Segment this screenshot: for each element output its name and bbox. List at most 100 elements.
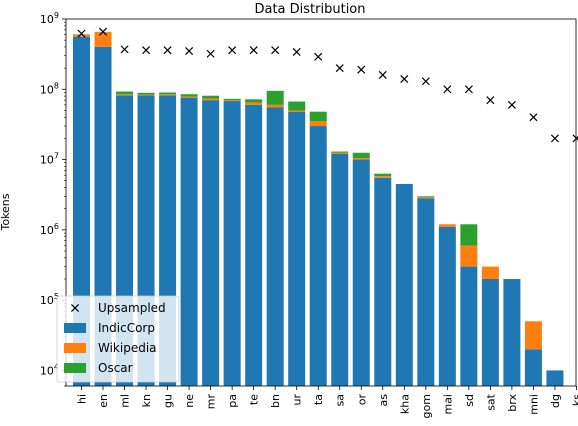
bar-indiccorp-brx — [503, 278, 521, 386]
upsampled-marker-ur — [292, 47, 301, 56]
bar-indiccorp-kha — [395, 183, 413, 386]
bar-oscar-mr — [202, 95, 220, 99]
bar-indiccorp-or — [352, 159, 370, 386]
x-tick-label-kha: kha — [398, 394, 411, 414]
bar-wikipedia-sa — [331, 152, 349, 154]
bar-oscar-pa — [223, 98, 241, 101]
bar-oscar-kn — [137, 92, 155, 95]
bar-indiccorp-sd — [460, 266, 478, 386]
bar-oscar-sd — [460, 224, 478, 246]
x-tick-label-or: or — [355, 394, 368, 406]
bar-indiccorp-sa — [331, 153, 349, 386]
x-tick-label-sd: sd — [463, 394, 476, 407]
upsampled-marker-en — [98, 27, 108, 36]
bar-wikipedia-ne — [180, 96, 198, 98]
bar-wikipedia-gom — [417, 197, 435, 199]
bar-wikipedia-en — [94, 32, 112, 47]
x-tick-label-ur: ur — [291, 394, 304, 406]
bar-indiccorp-te — [245, 104, 263, 387]
bar-wikipedia-mni — [524, 321, 542, 350]
x-tick-label-ml: ml — [119, 394, 132, 408]
bar-indiccorp-ne — [180, 97, 198, 386]
bar-wikipedia-as — [374, 176, 392, 178]
legend-label-indiccorp: IndicCorp — [98, 321, 155, 335]
upsampled-marker-te — [249, 46, 258, 55]
bar-oscar-bn — [266, 90, 284, 105]
x-tick-label-mni: mni — [527, 394, 540, 415]
y-tick-label: 109 — [40, 11, 59, 26]
upsampled-marker-kn — [142, 46, 151, 55]
chart-title: Data Distribution — [254, 2, 365, 17]
bar-oscar-as — [374, 173, 392, 177]
bar-oscar-ta — [309, 111, 327, 122]
bar-oscar-te — [245, 99, 263, 103]
bar-indiccorp-mai — [438, 226, 456, 386]
x-tick-label-mr: mr — [205, 394, 218, 410]
x-tick-label-sa: sa — [334, 394, 347, 406]
bar-indiccorp-as — [374, 177, 392, 386]
x-tick-label-sat: sat — [484, 393, 497, 410]
bar-wikipedia-or — [352, 158, 370, 160]
upsampled-marker-sd — [464, 85, 473, 94]
x-tick-label-ta: ta — [312, 394, 325, 405]
legend-label-upsampled: Upsampled — [98, 301, 166, 315]
x-tick-label-en: en — [97, 394, 110, 408]
bar-indiccorp-pa — [223, 101, 241, 387]
bar-wikipedia-mai — [438, 224, 456, 227]
x-tick-label-hi: hi — [76, 394, 89, 404]
legend-label-oscar: Oscar — [98, 361, 133, 375]
upsampled-marker-mr — [206, 49, 215, 58]
upsampled-marker-mai — [443, 85, 452, 94]
bar-wikipedia-pa — [223, 100, 241, 102]
plot-frame — [65, 18, 577, 387]
bar-oscar-sa — [331, 151, 349, 153]
bar-wikipedia-bn — [266, 104, 284, 108]
x-tick-label-gu: gu — [162, 394, 175, 408]
bar-oscar-ur — [288, 101, 306, 111]
upsampled-markers-layer — [77, 27, 578, 143]
y-tick-label: 108 — [40, 81, 59, 96]
bar-wikipedia-ml — [116, 94, 134, 96]
upsampled-marker-or — [357, 65, 366, 74]
x-tick-label-mai: mai — [441, 394, 454, 415]
upsampled-marker-ta — [314, 52, 323, 61]
x-tick-label-bn: bn — [269, 394, 282, 408]
bar-indiccorp-bn — [266, 107, 284, 386]
bar-wikipedia-sd — [460, 245, 478, 267]
bar-indiccorp-gom — [417, 198, 435, 386]
legend: Upsampled IndicCorp Wikipedia Oscar — [56, 295, 180, 383]
upsampled-marker-mni — [529, 113, 538, 122]
upsampled-marker-gom — [421, 77, 430, 86]
bar-wikipedia-gu — [159, 94, 177, 96]
y-tick-label: 104 — [40, 362, 59, 377]
x-tick-label-brx: brx — [506, 394, 519, 412]
bar-oscar-ne — [180, 94, 198, 97]
bar-indiccorp-ur — [288, 111, 306, 386]
y-axis-label: Tokens — [0, 193, 12, 231]
bar-wikipedia-ta — [309, 121, 327, 127]
upsampled-marker-brx — [507, 100, 516, 109]
x-axis: hi en ml kn gu ne mr pa te bn ur ta sa or as kha gom mai s… — [76, 386, 578, 418]
y-tick-label: 105 — [40, 292, 59, 307]
y-tick-label: 106 — [40, 222, 59, 237]
y-tick-label: 107 — [40, 152, 59, 167]
x-tick-label-ne: ne — [183, 394, 196, 408]
upsampled-marker-as — [378, 70, 387, 79]
bar-oscar-gom — [417, 196, 435, 198]
bar-indiccorp-ta — [309, 126, 327, 386]
bar-indiccorp-mr — [202, 100, 220, 386]
bar-wikipedia-mr — [202, 98, 220, 101]
x-tick-label-as: as — [377, 394, 390, 407]
bar-wikipedia-ur — [288, 110, 306, 112]
bar-indiccorp-mni — [524, 349, 542, 386]
x-tick-label-pa: pa — [226, 394, 239, 408]
bar-oscar-ml — [116, 91, 134, 95]
x-tick-label-kn: kn — [140, 394, 153, 407]
x-tick-label-dg: dg — [549, 394, 562, 408]
legend-swatch-wikipedia — [64, 343, 86, 353]
upsampled-marker-ne — [185, 47, 194, 56]
bar-wikipedia-hi — [73, 34, 90, 37]
legend-swatch-indiccorp — [64, 323, 86, 333]
bar-wikipedia-kn — [137, 94, 155, 96]
